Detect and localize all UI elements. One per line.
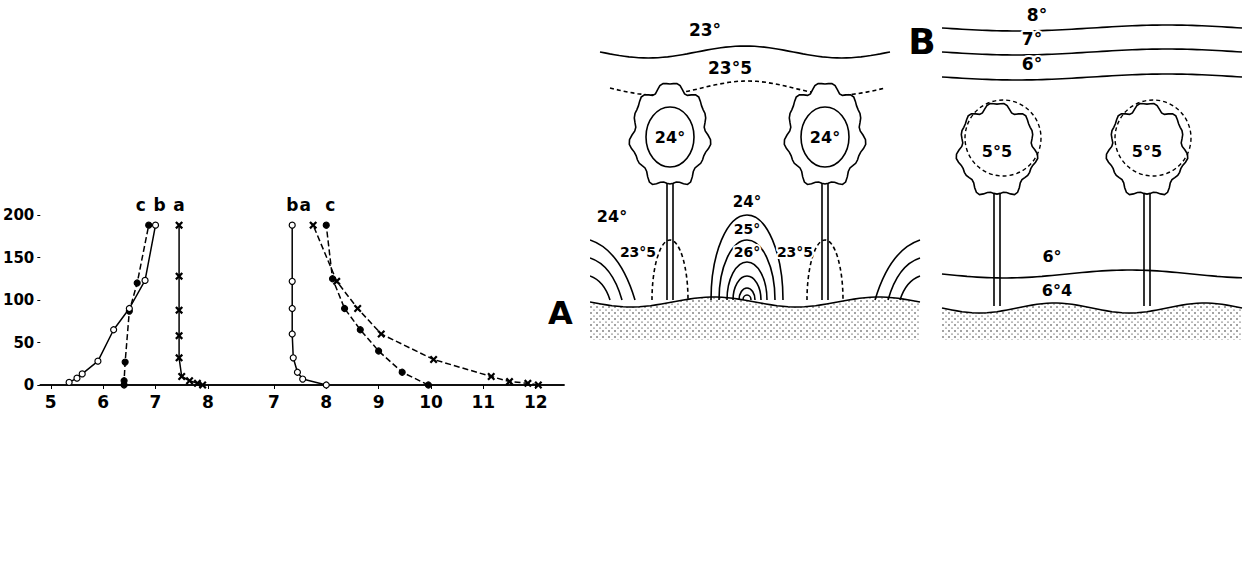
svg-text:0: 0 xyxy=(24,376,34,394)
svg-text:A: A xyxy=(548,294,573,332)
svg-text:23°5: 23°5 xyxy=(708,58,752,78)
svg-text:6: 6 xyxy=(97,392,109,412)
svg-text:23°5: 23°5 xyxy=(777,244,813,260)
svg-text:c: c xyxy=(325,195,335,215)
svg-text:50: 50 xyxy=(13,334,34,352)
svg-text:8: 8 xyxy=(202,392,214,412)
svg-text:10: 10 xyxy=(419,392,443,412)
svg-text:a: a xyxy=(173,195,184,215)
svg-text:6°: 6° xyxy=(1042,247,1061,266)
svg-text:8: 8 xyxy=(320,392,332,412)
svg-text:24°: 24° xyxy=(733,193,761,211)
svg-text:100: 100 xyxy=(3,291,34,309)
svg-text:24°: 24° xyxy=(597,207,627,226)
svg-text:26°: 26° xyxy=(734,244,760,260)
svg-text:5: 5 xyxy=(45,392,57,412)
svg-text:6°: 6° xyxy=(1022,54,1042,74)
svg-text:23°5: 23°5 xyxy=(620,244,656,260)
svg-text:150: 150 xyxy=(3,249,34,267)
svg-text:5°5: 5°5 xyxy=(982,142,1012,161)
svg-text:5°5: 5°5 xyxy=(1132,142,1162,161)
svg-text:b: b xyxy=(153,195,165,215)
svg-text:7: 7 xyxy=(268,392,280,412)
svg-text:9: 9 xyxy=(373,392,385,412)
svg-text:7: 7 xyxy=(150,392,162,412)
svg-text:c: c xyxy=(136,195,146,215)
svg-text:a: a xyxy=(299,195,310,215)
svg-text:24°: 24° xyxy=(810,128,840,147)
svg-text:24°: 24° xyxy=(655,128,685,147)
svg-text:B: B xyxy=(908,21,935,62)
svg-text:25°: 25° xyxy=(734,221,760,237)
svg-text:8°: 8° xyxy=(1027,5,1047,25)
svg-text:200: 200 xyxy=(3,206,34,224)
svg-text:11: 11 xyxy=(472,392,496,412)
svg-text:7°: 7° xyxy=(1022,29,1042,49)
svg-text:b: b xyxy=(286,195,298,215)
svg-text:12: 12 xyxy=(524,392,548,412)
svg-text:23°: 23° xyxy=(689,20,721,40)
svg-text:6°4: 6°4 xyxy=(1042,281,1072,300)
